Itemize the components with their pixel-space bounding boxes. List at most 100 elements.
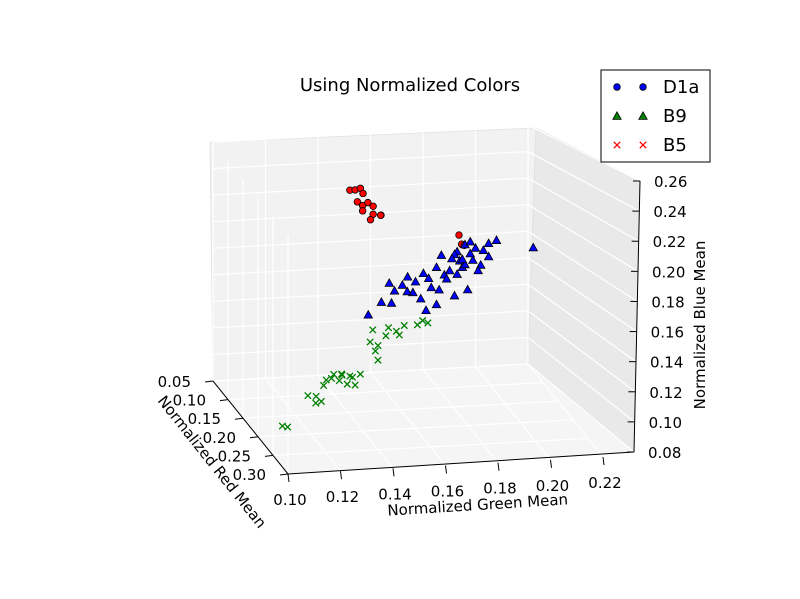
- data-point-triangle: [426, 282, 437, 292]
- z-tick-label: 0.22: [653, 233, 686, 251]
- grid-line-z: [212, 177, 529, 196]
- grid-line-z: [212, 363, 529, 382]
- y-tick-label: 0.12: [326, 488, 359, 506]
- data-point-x: [312, 392, 320, 401]
- data-point-triangle: [457, 254, 468, 264]
- chart-title: Using Normalized Colors: [300, 75, 520, 96]
- x-tick-mark: [204, 380, 214, 383]
- data-point-x: [384, 324, 393, 332]
- data-point-triangle: [473, 265, 484, 275]
- data-point-circle: [353, 198, 362, 206]
- data-point-x: [304, 391, 312, 400]
- grid-line-z: [212, 124, 529, 143]
- z-tick-label: 0.12: [649, 384, 682, 402]
- grid-line-z: [212, 310, 529, 329]
- grid-line-z: [527, 230, 638, 302]
- data-point-triangle: [483, 238, 494, 248]
- data-point-triangle: [478, 245, 489, 254]
- data-point-triangle: [423, 273, 434, 283]
- x-tick-mark: [264, 454, 274, 457]
- data-point-x: [369, 326, 377, 334]
- data-point-circle: [359, 189, 367, 198]
- data-point-x: [312, 399, 320, 407]
- grid-line-y: [527, 363, 604, 458]
- legend-label-b9: B9: [663, 106, 687, 127]
- y-tick-mark: [340, 471, 342, 480]
- y-tick-mark: [287, 473, 290, 483]
- data-point-triangle: [431, 299, 442, 309]
- z-tick-label: 0.10: [649, 414, 682, 432]
- grid-line-z: [527, 177, 639, 242]
- x-axis-line: [212, 380, 289, 475]
- y-axis-label: Normalized Green Mean: [387, 490, 569, 519]
- x-tick-mark: [249, 436, 259, 439]
- data-point-x: [413, 321, 422, 329]
- data-point-triangle: [410, 276, 421, 286]
- z-tick-label: 0.14: [650, 354, 683, 372]
- data-point-triangle: [421, 305, 431, 315]
- grid-line-y: [317, 374, 394, 469]
- legend: D1a B9 B5: [600, 69, 711, 163]
- x-tick-label: 0.05: [158, 373, 191, 391]
- data-point-triangle: [434, 284, 445, 294]
- data-point-triangle: [483, 251, 494, 261]
- legend-marker-b9: [612, 110, 622, 120]
- data-point-triangle: [491, 235, 502, 244]
- x-tick-mark: [279, 473, 289, 476]
- y-tick-label: 0.10: [273, 491, 306, 509]
- data-point-x: [374, 341, 382, 350]
- data-point-x: [327, 374, 336, 383]
- data-point-x: [424, 319, 432, 327]
- data-point-x: [374, 356, 382, 364]
- grid-line-z: [212, 336, 529, 356]
- data-point-triangle: [418, 268, 429, 277]
- data-point-triangle: [460, 259, 470, 269]
- grid-line-z: [527, 124, 641, 182]
- data-point-x: [322, 376, 330, 384]
- data-point-x: [418, 316, 427, 325]
- data-point-triangle: [470, 242, 481, 252]
- grid-line-y: [265, 377, 341, 472]
- data-point-x: [283, 423, 292, 431]
- x-tick-label: 0.25: [218, 447, 251, 465]
- data-point-triangle: [402, 286, 413, 296]
- y-tick-label: 0.20: [536, 477, 569, 495]
- y-axis-line: [287, 451, 635, 475]
- y-tick-label: 0.16: [431, 483, 464, 501]
- z-tick-label: 0.08: [648, 444, 681, 462]
- legend-marker-b5: [613, 141, 621, 149]
- y-tick-label: 0.22: [588, 474, 621, 492]
- grid-line-z: [212, 283, 529, 302]
- data-point-circle: [364, 198, 372, 207]
- data-point-circle: [366, 216, 375, 224]
- data-point-x: [400, 321, 408, 330]
- x-tick-mark: [219, 399, 229, 402]
- z-tick-label: 0.26: [654, 173, 687, 191]
- data-point-triangle: [452, 269, 463, 278]
- grid-line-z: [527, 257, 638, 333]
- data-point-triangle: [446, 253, 457, 263]
- data-point-triangle: [384, 278, 395, 287]
- data-point-triangle: [465, 248, 476, 258]
- y-tick-mark: [550, 459, 552, 468]
- y-tick-mark: [602, 456, 605, 466]
- y-tick-mark: [445, 465, 447, 474]
- grid-line-y: [370, 372, 446, 466]
- data-point-triangle: [376, 297, 387, 306]
- axis-ticks: 0.050.100.150.200.250.300.10 0.12 0.14 0.16…: [158, 173, 688, 509]
- legend-marker-d1a: [613, 83, 621, 91]
- data-point-x: [371, 347, 380, 355]
- data-point-triangle: [528, 242, 539, 252]
- y-tick-label: 0.14: [378, 485, 411, 503]
- data-point-x: [395, 331, 404, 339]
- data-point-triangle: [467, 255, 478, 264]
- data-point-triangle: [415, 293, 426, 303]
- legend-marker-b5: [639, 141, 647, 149]
- data-point-x: [348, 373, 357, 381]
- data-point-x: [319, 381, 328, 390]
- z-tick-label: 0.16: [651, 324, 684, 342]
- data-point-x: [356, 370, 365, 378]
- data-point-x: [351, 381, 359, 389]
- grid-lines: [212, 124, 641, 475]
- data-point-triangle: [389, 285, 400, 295]
